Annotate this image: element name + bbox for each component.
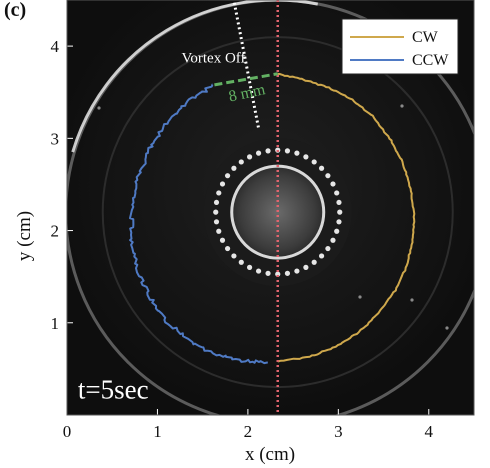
hole-dot [303, 154, 309, 160]
hole-dot [284, 148, 291, 154]
hole-dot [311, 259, 317, 265]
hole-dot [213, 209, 219, 215]
gap-dash-line [214, 72, 278, 87]
hole-dot [318, 165, 325, 171]
series-line-ccw [129, 83, 268, 365]
x-tick-label: 0 [63, 422, 72, 441]
hole-dot [294, 150, 300, 156]
x-tick-label: 4 [425, 422, 434, 441]
hole-dot [216, 190, 222, 196]
x-tick-label: 1 [153, 422, 162, 441]
hole-dot [246, 154, 253, 160]
inner-cylinder [230, 164, 326, 260]
hole-dot [216, 228, 222, 234]
speck [445, 326, 449, 330]
hole-dot [284, 270, 291, 276]
speck [358, 295, 362, 299]
hole-dot [336, 199, 342, 206]
hole-dot [336, 219, 342, 225]
series-line-cw [277, 72, 416, 363]
hole-dot [334, 190, 340, 196]
hole-dot [238, 159, 244, 165]
hole-dot [265, 148, 271, 154]
legend-box [341, 18, 459, 75]
hole-dot [330, 181, 336, 187]
hole-dot [337, 209, 343, 215]
legend-label-ccw: CCW [412, 52, 449, 69]
hole-dot [334, 228, 340, 234]
hole-dot [231, 253, 237, 259]
vortex-off-label: Vortex Off [182, 51, 246, 67]
vortex-pointer-line [232, 2, 261, 130]
legend: CW CCW [341, 18, 459, 75]
legend-label-cw: CW [412, 29, 439, 46]
hole-dot [246, 264, 253, 270]
speck [400, 104, 404, 108]
hole-dot [213, 219, 220, 225]
y-axis-title: y (cm) [14, 211, 35, 261]
axis-ticks: 0 1 2 3 4 1 2 3 4 [51, 37, 434, 441]
y-tick-label: 2 [51, 222, 60, 241]
y-tick-label: 3 [51, 129, 60, 148]
hole-dot [265, 270, 271, 276]
hole-dot [294, 268, 300, 274]
hole-dot [325, 245, 331, 252]
dish-inner-edge [101, 36, 454, 389]
hole-dot [311, 159, 317, 165]
time-label: t=5sec [78, 374, 149, 404]
hole-dot [224, 245, 231, 252]
series-group [129, 72, 416, 365]
hole-dot [224, 173, 231, 179]
hole-dot [213, 199, 220, 206]
hole-dot [325, 173, 331, 179]
hole-dot [275, 271, 281, 277]
y-tick-label: 1 [51, 314, 60, 333]
panel-label: (c) [4, 0, 26, 21]
x-axis-title: x (cm) [245, 444, 295, 465]
hole-dot [231, 165, 237, 171]
hole-dot [219, 181, 226, 187]
hole-dot [255, 268, 262, 274]
hole-dot [303, 264, 309, 270]
speck [410, 298, 414, 302]
y-tick-label: 4 [51, 37, 60, 56]
hole-dot [330, 237, 336, 243]
hole-dot [255, 150, 262, 156]
speck [97, 106, 101, 110]
hole-dot [238, 259, 244, 265]
x-tick-label: 3 [334, 422, 343, 441]
plot-frame [66, 0, 475, 416]
x-tick-label: 2 [244, 422, 253, 441]
hole-dot [219, 237, 226, 243]
hole-dot [318, 253, 325, 259]
